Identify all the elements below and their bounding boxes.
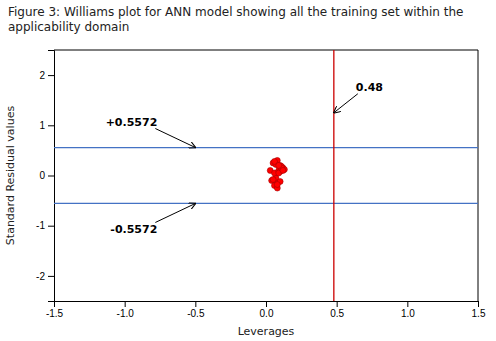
x-axis-tick-mark [407,301,408,307]
annotation: +0.5572 [106,116,158,129]
annotation: 0.48 [356,81,383,94]
x-axis-tick: 1.0 [401,301,415,319]
x-axis-tick-label: -1.5 [46,308,64,319]
frame-top [54,50,478,51]
annotation-arrow [334,94,358,113]
title-line: Figure 3: Williams plot for ANN model sh… [8,5,463,19]
point [274,182,280,188]
y-axis-tick-label: -1 [36,220,45,231]
x-axis-tick-label: 0.0 [260,308,274,319]
y-axis-tick-mark [48,125,54,126]
point [270,177,276,183]
x-axis-tick-label: 1.5 [472,308,486,319]
x-axis-tick: 0.5 [330,301,344,319]
annotation-arrow [155,129,195,148]
x-axis-tick-mark [478,301,479,307]
x-axis-tick-label: -0.5 [187,308,205,319]
annotation-arrow [155,203,195,222]
x-axis-tick: -0.5 [187,301,205,319]
y-axis-tick: -1 [36,220,54,231]
x-axis-tick-label: -1.0 [117,308,135,319]
title: Figure 3: Williams plot for ANN model sh… [8,5,463,34]
frame-right [478,50,479,301]
x-axis-line [55,302,479,308]
x-axis-tick-mark [337,301,338,307]
x-axis-tick: -1.0 [117,301,135,319]
y-axis-title: Standard Residual values [4,106,17,246]
y-axis-line [48,51,55,302]
y-axis-tick-label: 1 [39,120,45,131]
x-axis-title: Leverages [238,325,295,338]
annotation: -0.5572 [110,223,157,236]
x-axis-tick-label: 1.0 [401,308,415,319]
chart: Figure 3: Williams plot for ANN model sh… [0,0,496,341]
y-axis-tick: 0 [39,170,54,181]
x-axis-tick-label: 0.5 [330,308,344,319]
y-axis: -2 -1 0 1 2 [36,51,54,302]
x-axis: -1.5 -1.0 -0.5 0.0 0.5 1.0 1.5 [46,301,486,319]
x-axis-tick: -1.5 [46,301,64,319]
y-axis-tick-mark [48,176,54,177]
y-axis-tick-label: 2 [39,70,45,81]
point [280,167,286,173]
data-area [54,50,478,301]
y-axis-tick-mark [48,276,54,277]
x-axis-tick-mark [125,301,126,307]
y-axis-tick-mark [48,226,54,227]
y-axis-tick: 2 [39,70,54,81]
x-axis-tick: 0.0 [260,301,274,319]
horizontal-threshold [54,147,478,148]
y-axis-tick: 1 [39,120,54,131]
x-axis-tick-mark [266,301,267,307]
x-axis-tick-mark [195,301,196,307]
x-axis-tick: 1.5 [472,301,486,319]
y-axis-tick-label: 0 [39,170,45,181]
vertical-threshold [333,50,334,301]
annotations: 0.48 +0.5572 -0.5572 [106,81,383,237]
y-axis-tick-mark [48,75,54,76]
y-axis-tick: -2 [36,271,54,282]
plot: -1.5 -1.0 -0.5 0.0 0.5 1.0 1.5 -2 -1 0 1 2 0.48 +0.55… [36,50,486,319]
title-line: applicability domain [8,20,129,34]
point [276,162,282,168]
horizontal-threshold [54,203,478,204]
y-axis-tick-label: -2 [36,271,45,282]
